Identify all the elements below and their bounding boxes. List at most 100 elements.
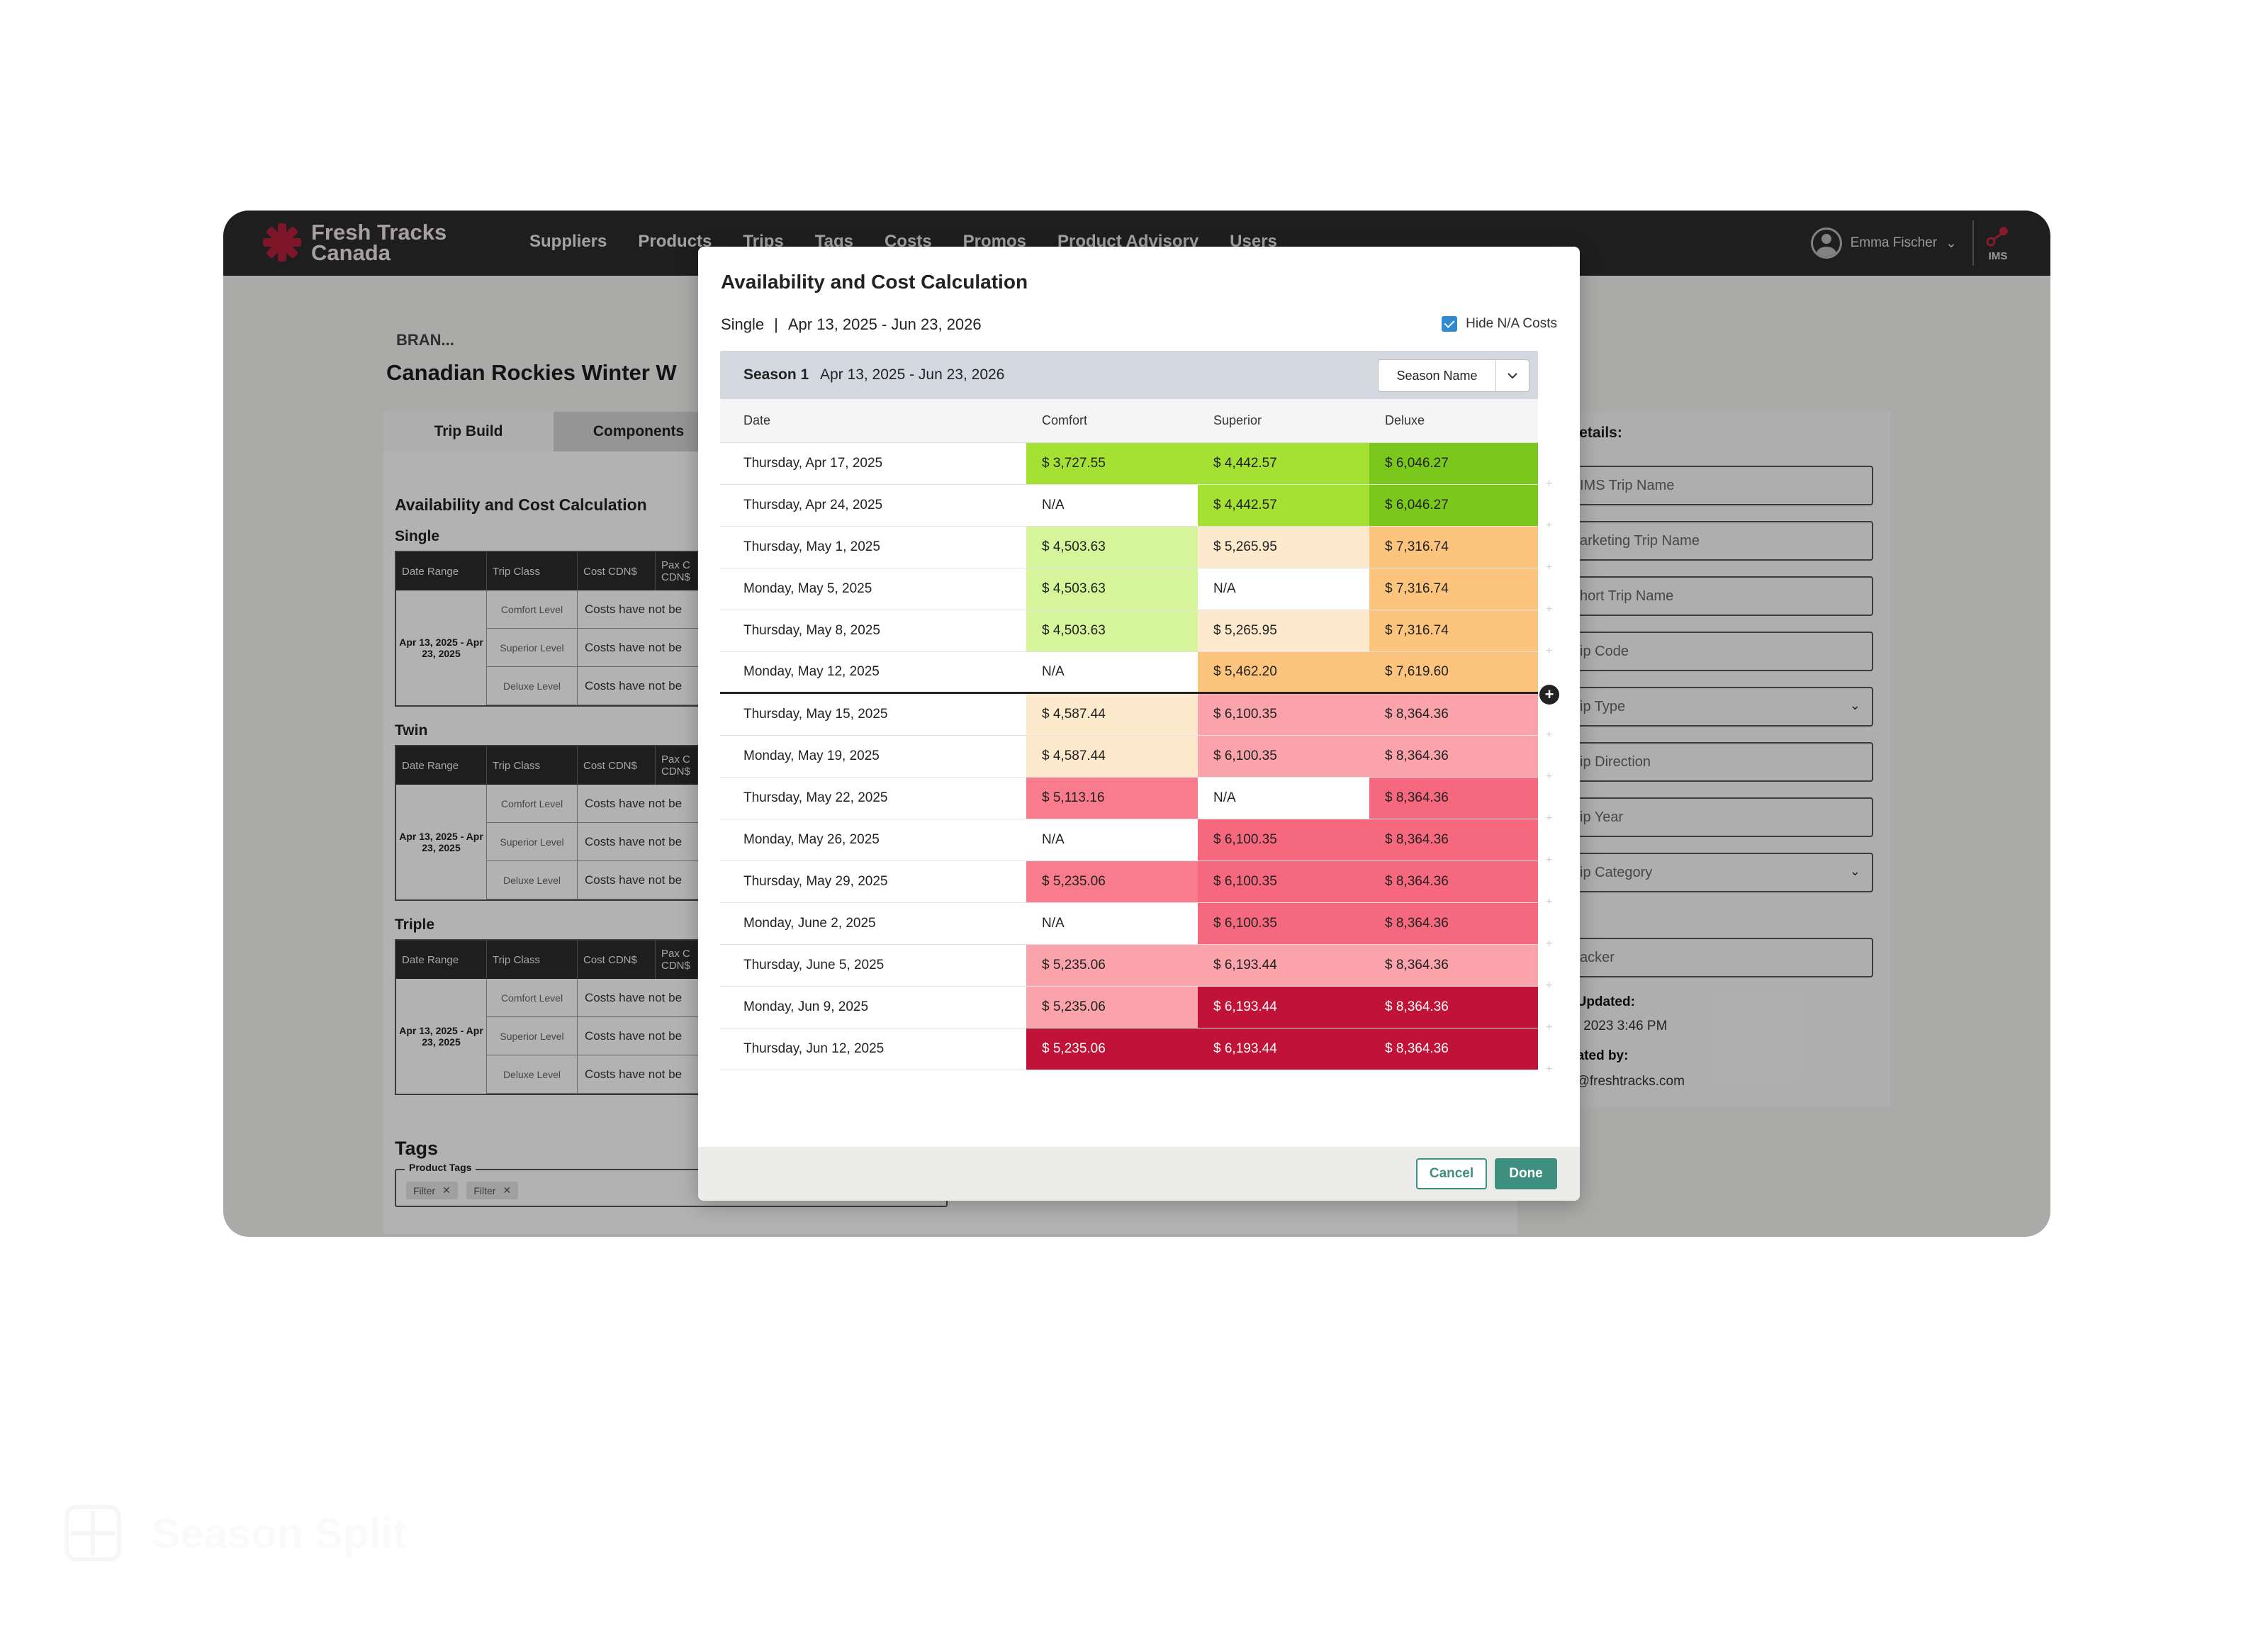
superior-cost-cell[interactable]: $ 6,100.35: [1198, 736, 1369, 777]
comfort-cost-cell[interactable]: N/A: [1026, 485, 1198, 526]
tag-chip[interactable]: Filter ✕: [406, 1182, 458, 1199]
date-cell: Thursday, May 15, 2025: [743, 707, 888, 722]
comfort-cost-cell[interactable]: $ 5,235.06: [1026, 945, 1198, 986]
split-icon: [64, 1505, 121, 1561]
comfort-cost-cell[interactable]: N/A: [1026, 652, 1198, 692]
comfort-cost-cell[interactable]: N/A: [1026, 903, 1198, 944]
tab-trip-build[interactable]: Trip Build: [383, 412, 554, 452]
superior-cost-cell[interactable]: N/A: [1198, 778, 1369, 819]
season-header: Season 1 Apr 13, 2025 - Jun 23, 2026 Sea…: [720, 351, 1538, 399]
deluxe-cost-cell[interactable]: $ 8,364.36: [1369, 945, 1538, 986]
table-header-cell: Trip Class: [487, 746, 578, 785]
season-name-select[interactable]: Season Name: [1378, 359, 1529, 392]
comfort-cost-cell[interactable]: $ 3,727.55: [1026, 443, 1198, 484]
season-split-watermark: Season Split: [61, 1501, 407, 1565]
comfort-cost-cell[interactable]: $ 4,503.63: [1026, 527, 1198, 568]
superior-cost-cell[interactable]: $ 5,462.20: [1198, 652, 1369, 692]
comfort-cost-cell[interactable]: $ 5,235.06: [1026, 987, 1198, 1028]
add-split-icon[interactable]: +: [1546, 729, 1553, 741]
trip-detail-field[interactable]: ip Type ⌄: [1568, 687, 1873, 727]
ims-app-switcher[interactable]: IMS: [1972, 220, 2022, 266]
add-split-icon[interactable]: +: [1546, 896, 1553, 908]
cost-cell: Costs have not be: [585, 640, 683, 654]
deluxe-cost-cell[interactable]: $ 7,316.74: [1369, 610, 1538, 651]
table-header-cell: Cost CDN$: [578, 552, 656, 590]
comfort-cost-cell[interactable]: $ 4,503.63: [1026, 568, 1198, 610]
table-header-cell: Cost CDN$: [578, 746, 656, 785]
add-split-icon[interactable]: +: [1546, 770, 1553, 783]
date-cell: Thursday, May 8, 2025: [743, 623, 880, 638]
user-menu[interactable]: Emma Fischer ⌄: [1810, 228, 1957, 259]
comfort-cost-cell[interactable]: $ 5,235.06: [1026, 861, 1198, 902]
comfort-cost-cell[interactable]: N/A: [1026, 819, 1198, 860]
deluxe-cost-cell[interactable]: $ 7,316.74: [1369, 568, 1538, 610]
superior-cost-cell[interactable]: $ 6,193.44: [1198, 945, 1369, 986]
superior-cost-cell[interactable]: $ 6,100.35: [1198, 861, 1369, 902]
superior-cost-cell[interactable]: $ 6,193.44: [1198, 987, 1369, 1028]
deluxe-cost-cell[interactable]: $ 8,364.36: [1369, 1028, 1538, 1070]
date-cell: Monday, Jun 9, 2025: [743, 999, 869, 1014]
add-split-icon[interactable]: +: [1546, 645, 1553, 657]
add-split-icon[interactable]: +: [1546, 561, 1553, 573]
chevron-down-icon[interactable]: [1496, 360, 1529, 391]
add-split-icon[interactable]: +: [1546, 812, 1553, 824]
deluxe-cost-cell[interactable]: $ 8,364.36: [1369, 736, 1538, 777]
add-split-icon[interactable]: +: [1546, 938, 1553, 950]
cancel-button[interactable]: Cancel: [1416, 1158, 1487, 1189]
date-cell: Thursday, May 22, 2025: [743, 790, 888, 805]
done-button[interactable]: Done: [1495, 1158, 1557, 1189]
superior-cost-cell[interactable]: N/A: [1198, 568, 1369, 610]
deluxe-cost-cell[interactable]: $ 8,364.36: [1369, 903, 1538, 944]
superior-cost-cell[interactable]: $ 6,100.35: [1198, 903, 1369, 944]
date-cell: Thursday, June 5, 2025: [743, 958, 885, 972]
add-split-icon[interactable]: +: [1546, 520, 1553, 532]
superior-cost-cell[interactable]: $ 5,265.95: [1198, 527, 1369, 568]
deluxe-cost-cell[interactable]: $ 7,619.60: [1369, 652, 1538, 692]
cost-calculation-modal: Availability and Cost Calculation Single…: [698, 247, 1580, 1201]
comfort-cost-cell[interactable]: $ 4,503.63: [1026, 610, 1198, 651]
superior-cost-cell[interactable]: $ 4,442.57: [1198, 485, 1369, 526]
cost-cell: Costs have not be: [585, 873, 683, 887]
cost-cell: Costs have not be: [585, 1028, 683, 1043]
superior-cost-cell[interactable]: $ 5,265.95: [1198, 610, 1369, 651]
close-icon[interactable]: ✕: [503, 1184, 512, 1196]
deluxe-cost-cell[interactable]: $ 6,046.27: [1369, 485, 1538, 526]
add-split-icon[interactable]: +: [1546, 1063, 1553, 1075]
superior-cost-cell[interactable]: $ 4,442.57: [1198, 443, 1369, 484]
occupancy-group-label: Triple: [395, 916, 435, 933]
deluxe-cost-cell[interactable]: $ 8,364.36: [1369, 694, 1538, 735]
superior-cost-cell[interactable]: $ 6,100.35: [1198, 819, 1369, 860]
add-split-icon[interactable]: +: [1546, 603, 1553, 615]
last-updated-value: 2, 2023 3:46 PM: [1568, 1019, 1668, 1033]
season-split-handle-icon[interactable]: +: [1539, 685, 1559, 705]
add-split-icon[interactable]: +: [1546, 854, 1553, 866]
tag-chip[interactable]: Filter ✕: [466, 1182, 519, 1199]
deluxe-cost-cell[interactable]: $ 6,046.27: [1369, 443, 1538, 484]
chevron-down-icon: ⌄: [1849, 864, 1860, 878]
nav-link-suppliers[interactable]: Suppliers: [529, 232, 607, 251]
close-icon[interactable]: ✕: [442, 1184, 451, 1196]
brand-logo[interactable]: Fresh Tracks Canada: [260, 220, 447, 264]
deluxe-cost-cell[interactable]: $ 8,364.36: [1369, 819, 1538, 860]
checkbox-checked-icon[interactable]: [1442, 316, 1458, 332]
add-split-icon[interactable]: +: [1546, 980, 1553, 992]
trip-title: Canadian Rockies Winter W: [386, 360, 677, 385]
add-split-icon[interactable]: +: [1546, 478, 1553, 490]
deluxe-cost-cell[interactable]: $ 8,364.36: [1369, 778, 1538, 819]
column-date: Date: [743, 413, 771, 427]
comfort-cost-cell[interactable]: $ 5,235.06: [1026, 1028, 1198, 1070]
cost-summary-table: Date Range Trip Class Cost CDN$ Pax C CDN$ A…: [395, 745, 700, 901]
comfort-cost-cell[interactable]: $ 5,113.16: [1026, 778, 1198, 819]
add-split-icon[interactable]: +: [1546, 1021, 1553, 1033]
hide-na-checkbox[interactable]: Hide N/A Costs: [1442, 316, 1557, 332]
column-comfort: Comfort: [1042, 413, 1088, 427]
superior-cost-cell[interactable]: $ 6,100.35: [1198, 694, 1369, 735]
deluxe-cost-cell[interactable]: $ 7,316.74: [1369, 527, 1538, 568]
deluxe-cost-cell[interactable]: $ 8,364.36: [1369, 861, 1538, 902]
deluxe-cost-cell[interactable]: $ 8,364.36: [1369, 987, 1538, 1028]
comfort-cost-cell[interactable]: $ 4,587.44: [1026, 736, 1198, 777]
tab-components[interactable]: Components: [554, 412, 724, 452]
comfort-cost-cell[interactable]: $ 4,587.44: [1026, 694, 1198, 735]
table-header-cell: Trip Class: [487, 941, 578, 979]
superior-cost-cell[interactable]: $ 6,193.44: [1198, 1028, 1369, 1070]
